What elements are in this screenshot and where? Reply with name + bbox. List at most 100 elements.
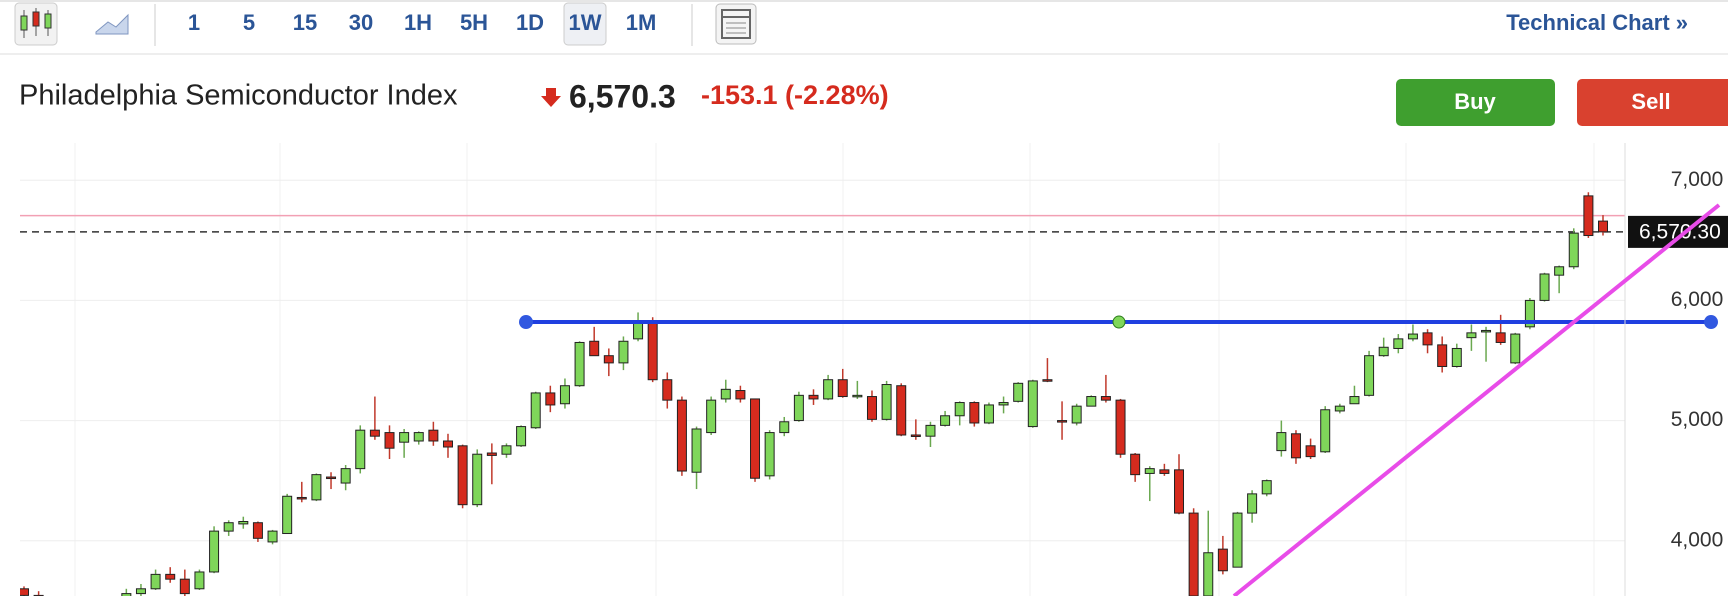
price-box-label: 6,570.30 — [1639, 220, 1721, 243]
candle-body — [589, 340, 600, 357]
candle-body — [866, 396, 877, 420]
instrument-title: Philadelphia Semiconductor Index — [19, 80, 458, 112]
candle-body — [1290, 433, 1301, 459]
sell-button-bg — [1577, 79, 1728, 126]
candle-body — [1481, 329, 1492, 333]
sell-label: Sell — [1631, 89, 1670, 114]
candle-body — [910, 434, 921, 437]
candle-body — [793, 394, 804, 422]
price-box — [1628, 215, 1728, 248]
area-icon[interactable] — [95, 13, 129, 35]
candle-body — [969, 402, 980, 424]
drawing-handle[interactable] — [1112, 315, 1126, 329]
y-tick-label: 5,000 — [1671, 408, 1724, 431]
layout-icon[interactable] — [715, 3, 757, 45]
interval-button[interactable]: 5 — [243, 10, 255, 35]
candle-body — [530, 392, 541, 429]
candle-body — [1100, 396, 1111, 401]
candle-body — [369, 429, 380, 437]
candle-body — [574, 341, 585, 387]
drawing-handle[interactable] — [519, 315, 533, 330]
candle-body — [1057, 420, 1068, 423]
candle-body — [150, 573, 161, 590]
candle-body — [1510, 333, 1521, 364]
candle-body — [1524, 299, 1535, 328]
candle-body — [1217, 548, 1228, 572]
buy-button[interactable]: Buy — [1396, 79, 1555, 126]
candle-body — [1232, 512, 1243, 568]
drawing-handle[interactable] — [1704, 315, 1718, 330]
y-tick-label: 4,000 — [1671, 528, 1724, 551]
candle-body — [1451, 347, 1462, 367]
candle-body — [135, 588, 146, 595]
candle-body — [954, 402, 965, 417]
candle-body — [940, 415, 951, 426]
vertical-grid — [74, 143, 1595, 596]
trend-line[interactable] — [1232, 203, 1721, 596]
candle-body — [896, 385, 907, 436]
candle-body — [998, 402, 1009, 406]
candle-body — [1466, 332, 1477, 339]
candle-body — [179, 578, 190, 595]
candle-body — [1159, 469, 1170, 474]
candle-body — [1495, 332, 1506, 343]
buy-label: Buy — [1454, 89, 1496, 114]
down-arrow — [541, 88, 561, 107]
sell-button[interactable]: Sell — [1577, 79, 1728, 126]
candle-body — [413, 432, 424, 442]
candle-body — [428, 429, 439, 442]
candle-body — [1422, 332, 1433, 346]
candle-body — [442, 440, 453, 448]
candle-body — [472, 453, 483, 506]
candle-body — [399, 432, 410, 443]
candle-icon[interactable] — [14, 2, 58, 46]
interval-button[interactable]: 5H — [460, 10, 488, 35]
candle-body — [1364, 355, 1375, 396]
candle-body — [501, 445, 512, 455]
interval-button[interactable]: 1D — [516, 10, 544, 35]
candle-body — [20, 588, 29, 596]
candle-body — [1305, 445, 1316, 458]
technical-chart-link[interactable]: Technical Chart » — [1506, 10, 1688, 35]
candle-body — [1261, 480, 1272, 495]
candle-body — [355, 429, 366, 470]
candle-body — [852, 394, 863, 398]
candle-body — [296, 496, 307, 500]
candle-body — [311, 474, 322, 501]
candle-body — [837, 379, 848, 398]
chart: 4,000 5,000 6,000 7,000 6,570.30 — [20, 168, 1728, 596]
candle-body — [633, 322, 644, 340]
candle-body — [1042, 379, 1053, 382]
interval-button[interactable]: 1H — [404, 10, 432, 35]
active-interval-box — [563, 2, 607, 46]
interval-button[interactable]: 15 — [293, 10, 317, 35]
candle-body — [1203, 552, 1214, 596]
interval-button[interactable]: 30 — [349, 10, 373, 35]
buy-button-bg — [1396, 79, 1555, 126]
candle-body — [121, 593, 132, 596]
candle-body — [1144, 468, 1155, 474]
candle-body — [1013, 382, 1024, 402]
candle-body — [1130, 453, 1141, 476]
candle-body — [1437, 344, 1448, 367]
candle-body — [457, 445, 468, 506]
candle-body — [1247, 493, 1258, 514]
y-tick-label: 7,000 — [1671, 168, 1724, 191]
candle-body — [1174, 469, 1185, 514]
interval-button[interactable]: 1 — [188, 10, 200, 35]
interval-button[interactable]: 1M — [626, 10, 657, 35]
interval-button[interactable]: 1W — [569, 10, 602, 35]
candle-body — [326, 476, 337, 480]
candle-body — [662, 379, 673, 401]
candle-body — [340, 468, 351, 484]
candle-body — [1086, 396, 1097, 407]
candle-body — [881, 384, 892, 420]
candle-body — [516, 426, 527, 447]
candle-body — [983, 404, 994, 424]
candle-body — [706, 399, 717, 434]
candle-body — [1027, 380, 1038, 428]
candle-body — [750, 398, 761, 479]
candle-body — [1568, 232, 1579, 268]
